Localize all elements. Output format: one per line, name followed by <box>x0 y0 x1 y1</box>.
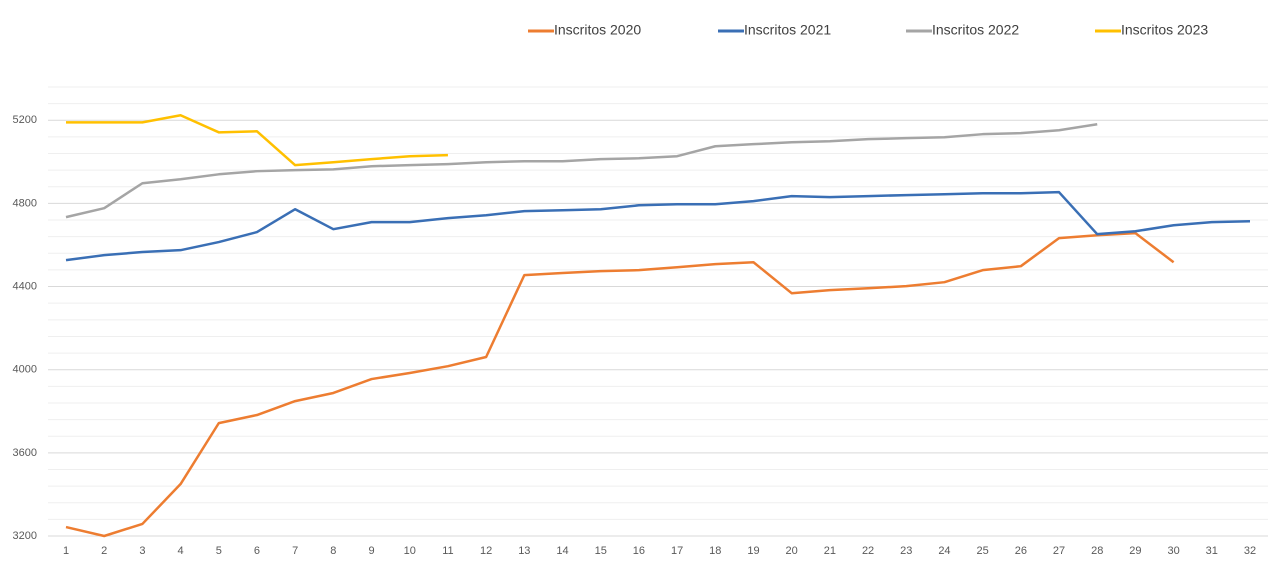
y-tick-label: 4400 <box>13 280 37 292</box>
x-tick-label: 32 <box>1244 545 1256 557</box>
series-line <box>66 114 448 167</box>
x-tick-label: 12 <box>480 545 492 557</box>
x-tick-label: 22 <box>862 545 874 557</box>
legend-label: Inscritos 2021 <box>744 22 831 38</box>
x-tick-label: 10 <box>404 545 416 557</box>
x-tick-label: 20 <box>786 545 798 557</box>
x-tick-label: 7 <box>292 545 298 557</box>
x-tick-label: 8 <box>330 545 336 557</box>
x-tick-label: 31 <box>1206 545 1218 557</box>
x-tick-label: 24 <box>938 545 950 557</box>
y-tick-label: 5200 <box>13 114 37 126</box>
x-tick-label: 23 <box>900 545 912 557</box>
legend-label: Inscritos 2023 <box>1121 22 1208 38</box>
series-line <box>65 122 1098 219</box>
x-tick-label: 1 <box>63 545 69 557</box>
x-tick-label: 5 <box>216 545 222 557</box>
series-line <box>65 231 1175 538</box>
x-tick-label: 28 <box>1091 545 1103 557</box>
x-tick-label: 29 <box>1129 545 1141 557</box>
legend-label: Inscritos 2022 <box>932 22 1019 38</box>
x-tick-label: 9 <box>368 545 374 557</box>
x-tick-label: 25 <box>977 545 989 557</box>
y-tick-label: 3200 <box>13 530 37 542</box>
x-tick-label: 3 <box>139 545 145 557</box>
x-tick-label: 21 <box>824 545 836 557</box>
x-tick-label: 30 <box>1167 545 1179 557</box>
x-tick-label: 15 <box>595 545 607 557</box>
x-tick-label: 13 <box>518 545 530 557</box>
x-tick-label: 17 <box>671 545 683 557</box>
x-tick-label: 18 <box>709 545 721 557</box>
x-tick-label: 14 <box>556 545 568 557</box>
y-tick-label: 4000 <box>13 364 37 376</box>
x-tick-label: 16 <box>633 545 645 557</box>
y-tick-label: 4800 <box>13 197 37 209</box>
x-tick-label: 11 <box>442 545 453 557</box>
x-tick-label: 27 <box>1053 545 1065 557</box>
x-tick-label: 19 <box>747 545 759 557</box>
legend-label: Inscritos 2020 <box>554 22 641 38</box>
x-tick-label: 2 <box>101 545 107 557</box>
y-tick-label: 3600 <box>13 447 37 459</box>
x-tick-label: 6 <box>254 545 260 557</box>
x-tick-label: 26 <box>1015 545 1027 557</box>
x-tick-label: 4 <box>178 545 184 557</box>
series-line <box>65 190 1251 262</box>
